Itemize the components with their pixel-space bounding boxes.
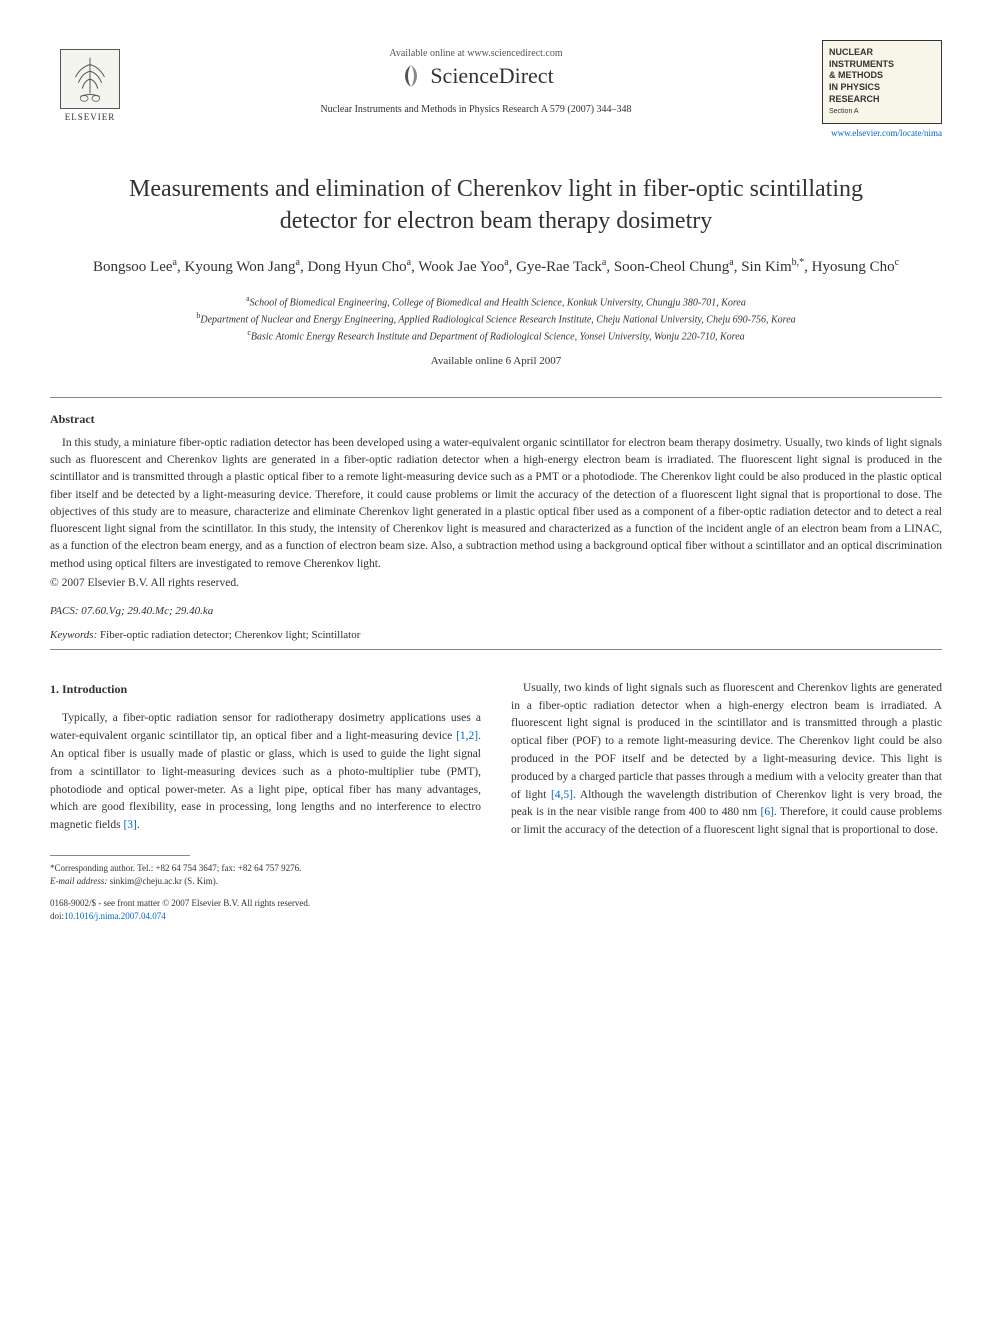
journal-box: NUCLEAR INSTRUMENTS & METHODS IN PHYSICS… [822, 40, 942, 124]
journal-box-line: RESEARCH [829, 94, 935, 106]
intro-paragraph-1: Typically, a fiber-optic radiation senso… [50, 710, 481, 835]
affiliation-a: aSchool of Biomedical Engineering, Colle… [80, 293, 912, 310]
abstract-text: In this study, a miniature fiber-optic r… [50, 435, 942, 573]
left-column: 1. Introduction Typically, a fiber-optic… [50, 680, 481, 923]
affiliation-b: bDepartment of Nuclear and Energy Engine… [80, 310, 912, 327]
divider-bottom [50, 649, 942, 650]
article-title: Measurements and elimination of Cherenko… [90, 173, 902, 238]
journal-box-line: & METHODS [829, 70, 935, 82]
elsevier-logo: ELSEVIER [50, 40, 130, 130]
pacs-label: PACS: [50, 605, 79, 617]
divider-top [50, 397, 942, 398]
elsevier-tree-icon [60, 49, 120, 109]
sciencedirect-text: ScienceDirect [430, 63, 553, 89]
keywords-label: Keywords: [50, 629, 97, 641]
available-online-text: Available online at www.sciencedirect.co… [130, 48, 822, 59]
keywords-values: Fiber-optic radiation detector; Cherenko… [100, 629, 360, 641]
abstract-heading: Abstract [50, 412, 942, 427]
sciencedirect-icon [398, 63, 424, 89]
email-value: sinkim@cheju.ac.kr (S. Kim). [110, 876, 218, 886]
affiliations: aSchool of Biomedical Engineering, Colle… [80, 293, 912, 345]
journal-box-line: IN PHYSICS [829, 82, 935, 94]
center-header: Available online at www.sciencedirect.co… [130, 40, 822, 115]
sciencedirect-brand: ScienceDirect [130, 63, 822, 89]
footnote-separator [50, 855, 190, 856]
journal-section-a: Section A [829, 107, 935, 116]
authors-line: Bongsoo Leea, Kyoung Won Janga, Dong Hyu… [90, 255, 902, 279]
affiliation-c: cBasic Atomic Energy Research Institute … [80, 327, 912, 344]
email-label: E-mail address: [50, 876, 107, 886]
page-header: ELSEVIER Available online at www.science… [50, 40, 942, 138]
front-matter-line: 0168-9002/$ - see front matter © 2007 El… [50, 897, 481, 910]
keywords-line: Keywords: Fiber-optic radiation detector… [50, 629, 942, 641]
journal-box-line: INSTRUMENTS [829, 59, 935, 71]
doi-value[interactable]: 10.1016/j.nima.2007.04.074 [64, 911, 166, 921]
email-footnote: E-mail address: sinkim@cheju.ac.kr (S. K… [50, 875, 481, 888]
right-column: Usually, two kinds of light signals such… [511, 680, 942, 923]
doi-line: doi:10.1016/j.nima.2007.04.074 [50, 910, 481, 923]
available-online-date: Available online 6 April 2007 [50, 355, 942, 367]
pacs-line: PACS: 07.60.Vg; 29.40.Mc; 29.40.ka [50, 605, 942, 617]
intro-paragraph-2: Usually, two kinds of light signals such… [511, 680, 942, 840]
journal-box-column: NUCLEAR INSTRUMENTS & METHODS IN PHYSICS… [822, 40, 942, 138]
copyright-line: © 2007 Elsevier B.V. All rights reserved… [50, 577, 942, 589]
elsevier-label: ELSEVIER [65, 112, 116, 122]
doi-label: doi: [50, 911, 64, 921]
intro-heading: 1. Introduction [50, 680, 481, 699]
journal-link[interactable]: www.elsevier.com/locate/nima [822, 128, 942, 138]
citation-line: Nuclear Instruments and Methods in Physi… [130, 104, 822, 115]
journal-box-line: NUCLEAR [829, 47, 935, 59]
body-columns: 1. Introduction Typically, a fiber-optic… [50, 680, 942, 923]
pacs-values: 07.60.Vg; 29.40.Mc; 29.40.ka [81, 605, 213, 617]
corresponding-author-footnote: *Corresponding author. Tel.: +82 64 754 … [50, 862, 481, 875]
